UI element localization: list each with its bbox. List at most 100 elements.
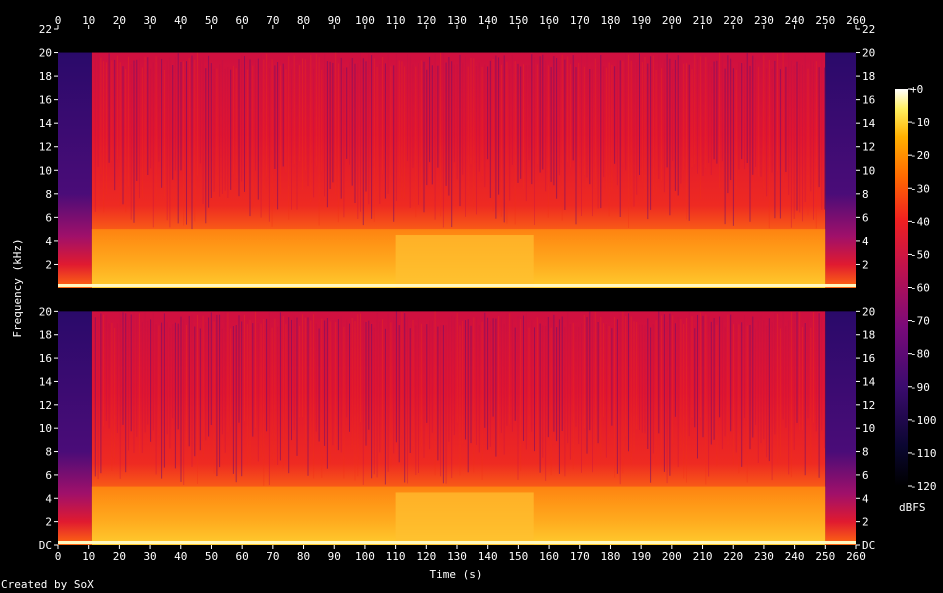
texture-streak — [735, 323, 737, 453]
texture-streak — [597, 62, 599, 209]
texture-streak — [199, 328, 201, 451]
texture-streak — [343, 326, 345, 479]
texture-streak — [542, 54, 544, 170]
texture-streak — [788, 320, 790, 475]
x-tick-label-bottom: 80 — [297, 550, 310, 563]
texture-streak — [407, 54, 408, 161]
texture-streak — [525, 313, 527, 450]
texture-streak — [279, 312, 281, 461]
texture-streak — [467, 66, 469, 205]
x-tick-label-top: 60 — [236, 14, 249, 27]
x-tick-label-top: 140 — [478, 14, 498, 27]
texture-streak — [564, 59, 566, 210]
texture-streak — [279, 65, 281, 195]
texture-streak — [97, 316, 99, 480]
texture-streak — [315, 54, 317, 167]
texture-streak — [818, 313, 820, 478]
texture-streak — [744, 315, 745, 418]
texture-streak — [790, 312, 792, 478]
texture-streak — [249, 319, 251, 466]
texture-streak — [224, 311, 226, 453]
texture-streak — [487, 317, 489, 450]
texture-streak — [409, 328, 411, 453]
texture-streak — [523, 64, 524, 189]
texture-streak — [257, 323, 259, 462]
colorbar-tick-label: -30 — [910, 182, 930, 195]
texture-streak — [398, 325, 400, 463]
texture-streak — [567, 312, 569, 444]
texture-streak — [802, 326, 803, 431]
texture-streak — [456, 312, 458, 423]
texture-streak — [473, 317, 475, 473]
texture-streak — [329, 321, 331, 464]
texture-streak — [583, 314, 585, 429]
texture-streak — [255, 59, 256, 171]
texture-streak — [299, 65, 301, 162]
texture-streak — [492, 58, 494, 212]
x-tick-label-bottom: 40 — [174, 550, 187, 563]
dc-line — [58, 284, 856, 287]
y-tick-label-right: 22 — [862, 23, 875, 36]
texture-streak — [208, 317, 210, 437]
texture-streak — [815, 61, 817, 229]
texture-streak — [349, 62, 350, 165]
texture-streak — [597, 322, 599, 444]
texture-streak — [232, 326, 234, 474]
texture-streak — [105, 62, 107, 195]
texture-streak — [360, 52, 361, 212]
texture-streak — [219, 64, 221, 197]
texture-streak — [702, 55, 704, 176]
texture-streak — [774, 60, 776, 219]
texture-streak — [688, 312, 690, 437]
texture-streak — [636, 62, 638, 195]
texture-streak — [578, 327, 580, 444]
texture-streak — [103, 61, 105, 213]
texture-streak — [492, 318, 494, 417]
texture-streak — [658, 311, 660, 434]
texture-streak — [401, 61, 403, 198]
texture-streak — [782, 312, 784, 420]
texture-streak — [710, 66, 712, 175]
texture-streak — [647, 63, 649, 220]
texture-streak — [517, 63, 519, 183]
texture-streak — [713, 61, 715, 160]
colorbar-tick-label: -70 — [910, 315, 930, 328]
texture-streak — [199, 58, 201, 164]
texture-streak — [581, 55, 582, 216]
colorbar-tick-label: -60 — [910, 282, 930, 295]
texture-streak — [174, 56, 176, 171]
texture-streak — [652, 324, 654, 454]
texture-streak — [476, 317, 477, 445]
texture-streak — [431, 65, 433, 185]
texture-streak — [155, 56, 157, 202]
texture-streak — [545, 60, 547, 192]
texture-streak — [139, 313, 140, 454]
texture-streak — [337, 63, 339, 223]
texture-streak — [224, 68, 226, 191]
y-tick-label-left: 18 — [39, 329, 52, 342]
texture-streak — [459, 325, 461, 476]
texture-streak — [487, 66, 489, 160]
texture-streak — [481, 321, 483, 480]
texture-streak — [779, 69, 781, 219]
x-tick-label-bottom: 190 — [631, 550, 651, 563]
x-tick-label-bottom: 180 — [601, 550, 621, 563]
texture-streak — [520, 319, 522, 471]
texture-streak — [172, 324, 174, 419]
y-tick-label-right: 16 — [862, 352, 875, 365]
y-tick-label-left: 16 — [39, 94, 52, 107]
texture-streak — [128, 56, 129, 187]
texture-streak — [465, 56, 466, 217]
colorbar-label: dBFS — [899, 501, 926, 514]
x-tick-label-bottom: 20 — [113, 550, 126, 563]
texture-streak — [177, 323, 179, 430]
texture-streak — [97, 53, 99, 167]
y-tick-label-left: 14 — [39, 117, 53, 130]
texture-streak — [785, 66, 787, 172]
texture-streak — [404, 313, 406, 483]
texture-streak — [420, 60, 422, 203]
texture-streak — [663, 58, 665, 193]
x-tick-label-bottom: 60 — [236, 550, 249, 563]
texture-streak — [152, 312, 154, 431]
